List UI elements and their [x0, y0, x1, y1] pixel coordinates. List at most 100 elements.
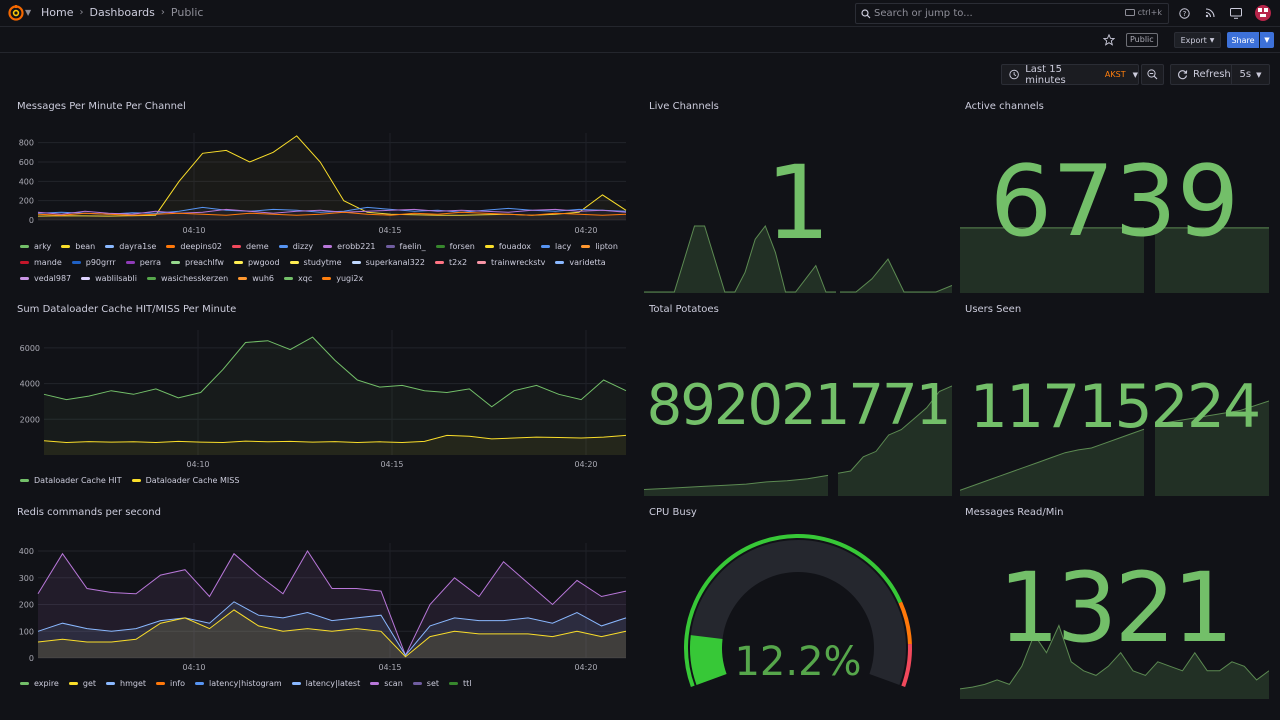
legend-swatch	[68, 682, 78, 685]
legend-item[interactable]: perra	[125, 257, 161, 268]
legend-item[interactable]: mande	[20, 257, 62, 268]
share-button[interactable]: Share	[1227, 32, 1259, 48]
time-range-picker[interactable]: Last 15 minutes AKST ▼	[1001, 63, 1139, 86]
legend-swatch	[20, 479, 29, 482]
legend-item[interactable]: wuh6	[238, 273, 274, 284]
legend-item[interactable]: pwgood	[233, 257, 280, 268]
time-range-label: Last 15 minutes	[1025, 63, 1066, 86]
breadcrumb-dashboards[interactable]: Dashboards	[89, 6, 155, 19]
legend-label: preachlfw	[185, 258, 224, 267]
panel-title-messages[interactable]: Messages Per Minute Per Channel	[17, 101, 186, 112]
messages-read-sparkline	[960, 624, 1269, 699]
legend-item[interactable]: latency|histogram	[195, 678, 282, 689]
series-line	[37, 550, 627, 657]
legend-label: xqc	[298, 274, 313, 283]
panel-title-active-channels[interactable]: Active channels	[965, 101, 1044, 112]
y-tick-label: 300	[19, 574, 34, 583]
panel-title-live-channels[interactable]: Live Channels	[649, 101, 719, 112]
legend-item[interactable]: fouadox	[484, 241, 531, 252]
legend-item[interactable]: wasichesskerzen	[146, 273, 228, 284]
legend-item[interactable]: forsen	[435, 241, 475, 252]
legend-item[interactable]: wablilsabli	[81, 273, 137, 284]
legend-item[interactable]: studytme	[289, 257, 342, 268]
legend-label: dayra1se	[119, 242, 157, 251]
svg-text:?: ?	[1182, 10, 1186, 18]
legend-item[interactable]: dizzy	[278, 241, 313, 252]
legend-swatch	[351, 261, 361, 264]
legend-swatch	[477, 261, 487, 264]
messages-legend: arky bean dayra1se deepins02 deme dizzy erobb2…	[20, 241, 620, 284]
messages-chart[interactable]: 800 600 400 200 0 04:10 04:15 04:20	[0, 130, 640, 240]
zoom-out-button[interactable]	[1141, 64, 1164, 85]
legend-item[interactable]: erobb221	[323, 241, 376, 252]
legend-item[interactable]: deme	[232, 241, 269, 252]
legend-item[interactable]: get	[68, 678, 96, 689]
dataloader-chart[interactable]: 6000 4000 2000 04:10 04:15 04:20	[0, 330, 640, 474]
chevron-down-icon[interactable]: ▼	[25, 8, 32, 17]
help-icon[interactable]: ?	[1176, 5, 1192, 21]
export-button[interactable]: Export ▼	[1174, 32, 1221, 48]
legend-item[interactable]: arky	[20, 241, 51, 252]
legend-swatch	[71, 261, 81, 264]
legend-item[interactable]: superkanal322	[351, 257, 425, 268]
sparkline-line	[644, 225, 836, 293]
legend-label: get	[82, 679, 96, 688]
legend-item[interactable]: scan	[370, 678, 403, 689]
legend-item[interactable]: set	[412, 678, 439, 689]
legend-item[interactable]: Dataloader Cache MISS	[131, 475, 239, 486]
avatar[interactable]	[1255, 5, 1271, 21]
legend-swatch	[106, 682, 115, 685]
breadcrumb-home[interactable]: Home	[41, 6, 74, 19]
legend-label: wuh6	[252, 274, 275, 283]
refresh-button[interactable]: Refresh	[1170, 64, 1232, 85]
sparkline-area	[644, 475, 828, 496]
legend-item[interactable]: t2x2	[434, 257, 467, 268]
panel-title-cpu-busy[interactable]: CPU Busy	[649, 507, 697, 518]
panel-title-redis[interactable]: Redis commands per second	[17, 507, 161, 518]
legend-item[interactable]: ttl	[449, 678, 472, 689]
legend-item[interactable]: varidetta	[555, 257, 606, 268]
legend-item[interactable]: vedal987	[20, 273, 71, 284]
gauge-threshold-band	[901, 644, 912, 687]
y-tick-label: 600	[19, 158, 34, 167]
monitor-icon[interactable]	[1228, 5, 1244, 21]
legend-item[interactable]: faelin_	[385, 241, 426, 252]
search-input[interactable]: Search or jump to... ctrl+k	[855, 3, 1169, 24]
panel-title-dataloader[interactable]: Sum Dataloader Cache HIT/MISS Per Minute	[17, 304, 237, 315]
y-tick-label: 400	[19, 177, 34, 186]
legend-item[interactable]: lacy	[541, 241, 571, 252]
legend-item[interactable]: preachlfw	[171, 257, 224, 268]
legend-item[interactable]: dayra1se	[105, 241, 156, 252]
legend-item[interactable]: deepins02	[166, 241, 222, 252]
panel-title-users-seen[interactable]: Users Seen	[965, 304, 1022, 315]
legend-item[interactable]: yugi2x	[322, 273, 363, 284]
rss-icon[interactable]	[1202, 5, 1218, 21]
legend-item[interactable]: p90grrr	[71, 257, 116, 268]
legend-item[interactable]: Dataloader Cache HIT	[20, 475, 122, 486]
legend-item[interactable]: xqc	[284, 273, 312, 284]
legend-swatch	[434, 261, 444, 264]
public-tag: Public	[1126, 33, 1158, 47]
grafana-logo-icon[interactable]	[8, 5, 24, 21]
legend-swatch	[555, 261, 565, 264]
legend-swatch	[61, 245, 71, 248]
legend-item[interactable]: bean	[61, 241, 95, 252]
legend-item[interactable]: lipton	[581, 241, 618, 252]
legend-item[interactable]: latency|latest	[291, 678, 360, 689]
legend-item[interactable]: info	[156, 678, 185, 689]
cpu-busy-gauge	[684, 534, 912, 687]
panel-title-total-potatoes[interactable]: Total Potatoes	[649, 304, 719, 315]
y-tick-label: 2000	[20, 415, 40, 424]
redis-chart[interactable]: 400 300 200 100 0 04:10 04:15 04:20	[0, 535, 640, 675]
legend-item[interactable]: trainwreckstv	[477, 257, 545, 268]
sparkline-area	[838, 386, 952, 496]
star-icon[interactable]	[1103, 34, 1115, 46]
legend-item[interactable]: expire	[20, 678, 59, 689]
refresh-interval-select[interactable]: 5s ▼	[1232, 64, 1270, 85]
share-dropdown-button[interactable]: ▼	[1260, 32, 1274, 48]
legend-item[interactable]: hmget	[106, 678, 146, 689]
panel-title-messages-read[interactable]: Messages Read/Min	[965, 507, 1064, 518]
legend-label: expire	[34, 679, 59, 688]
gauge-threshold-band	[684, 534, 903, 687]
y-tick-label: 6000	[20, 344, 40, 353]
